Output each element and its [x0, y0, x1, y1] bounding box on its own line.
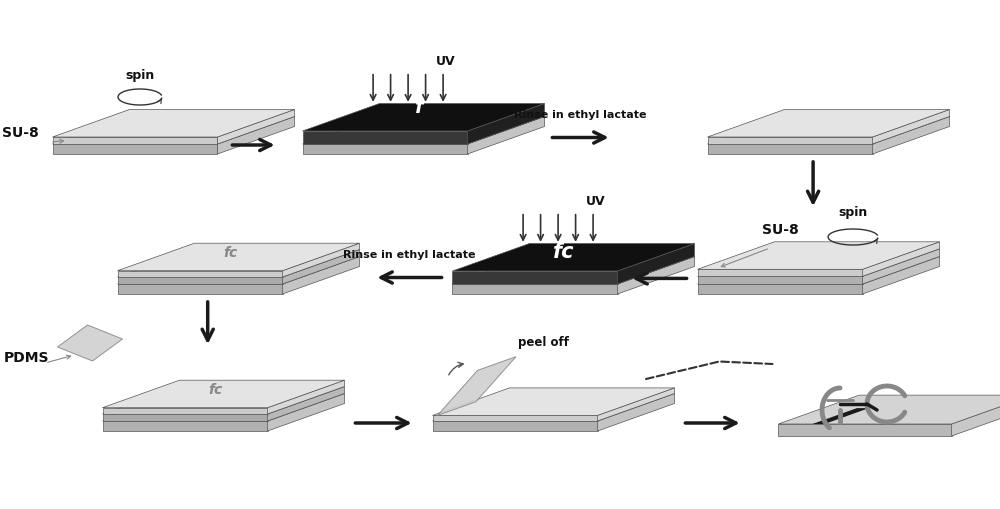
Polygon shape	[862, 257, 940, 294]
Polygon shape	[708, 144, 872, 154]
Polygon shape	[283, 257, 360, 294]
Text: spin: spin	[838, 206, 868, 219]
Polygon shape	[103, 414, 268, 421]
Polygon shape	[778, 395, 1000, 424]
Polygon shape	[708, 117, 949, 144]
Polygon shape	[53, 137, 217, 144]
Polygon shape	[58, 325, 123, 361]
Text: PDMS: PDMS	[4, 351, 50, 365]
Polygon shape	[698, 257, 940, 284]
Polygon shape	[103, 393, 344, 421]
Polygon shape	[452, 243, 694, 271]
Polygon shape	[952, 395, 1000, 436]
Polygon shape	[708, 137, 872, 144]
Text: fc: fc	[553, 242, 574, 262]
Polygon shape	[103, 386, 344, 414]
Polygon shape	[118, 271, 283, 277]
Text: f: f	[414, 98, 423, 117]
Polygon shape	[618, 243, 694, 284]
Polygon shape	[103, 380, 344, 408]
Text: SU-8: SU-8	[2, 126, 39, 140]
Text: fc: fc	[209, 383, 223, 397]
Polygon shape	[432, 393, 675, 421]
Polygon shape	[872, 109, 949, 144]
Polygon shape	[118, 243, 360, 271]
Text: UV: UV	[586, 195, 606, 208]
Polygon shape	[452, 284, 618, 294]
Polygon shape	[53, 109, 294, 137]
Polygon shape	[303, 117, 544, 144]
Polygon shape	[862, 242, 940, 276]
Polygon shape	[598, 388, 675, 421]
Polygon shape	[103, 408, 268, 414]
Text: UV: UV	[436, 55, 456, 68]
Polygon shape	[468, 117, 544, 154]
Polygon shape	[698, 249, 940, 276]
Polygon shape	[268, 380, 344, 414]
Polygon shape	[468, 103, 544, 144]
Polygon shape	[698, 276, 862, 284]
Text: SU-8: SU-8	[762, 223, 798, 237]
Polygon shape	[432, 388, 675, 415]
Polygon shape	[118, 257, 360, 284]
Polygon shape	[598, 393, 675, 431]
Polygon shape	[217, 109, 294, 144]
Polygon shape	[268, 386, 344, 421]
Text: peel off: peel off	[518, 336, 569, 349]
Text: fc: fc	[224, 246, 238, 260]
Text: spin: spin	[125, 69, 155, 82]
Polygon shape	[618, 257, 694, 294]
Polygon shape	[303, 103, 544, 131]
Polygon shape	[452, 257, 694, 284]
Polygon shape	[432, 415, 598, 421]
Polygon shape	[118, 284, 283, 294]
Polygon shape	[778, 424, 952, 436]
Polygon shape	[217, 117, 294, 154]
Polygon shape	[283, 249, 360, 284]
Polygon shape	[303, 131, 468, 144]
Polygon shape	[303, 144, 468, 154]
Polygon shape	[862, 249, 940, 284]
Polygon shape	[118, 277, 283, 284]
Polygon shape	[118, 249, 360, 277]
Polygon shape	[708, 109, 949, 137]
Polygon shape	[438, 357, 516, 415]
Polygon shape	[812, 408, 869, 424]
Polygon shape	[698, 284, 862, 294]
Polygon shape	[53, 144, 217, 154]
Polygon shape	[452, 271, 618, 284]
Polygon shape	[432, 421, 598, 431]
Polygon shape	[698, 242, 940, 269]
Polygon shape	[103, 421, 268, 431]
Polygon shape	[698, 269, 862, 276]
Polygon shape	[268, 393, 344, 431]
Polygon shape	[872, 117, 949, 154]
Polygon shape	[53, 117, 294, 144]
Polygon shape	[283, 243, 360, 277]
Text: Rinse in ethyl lactate: Rinse in ethyl lactate	[343, 250, 476, 261]
Text: Rinse in ethyl lactate: Rinse in ethyl lactate	[514, 110, 647, 121]
